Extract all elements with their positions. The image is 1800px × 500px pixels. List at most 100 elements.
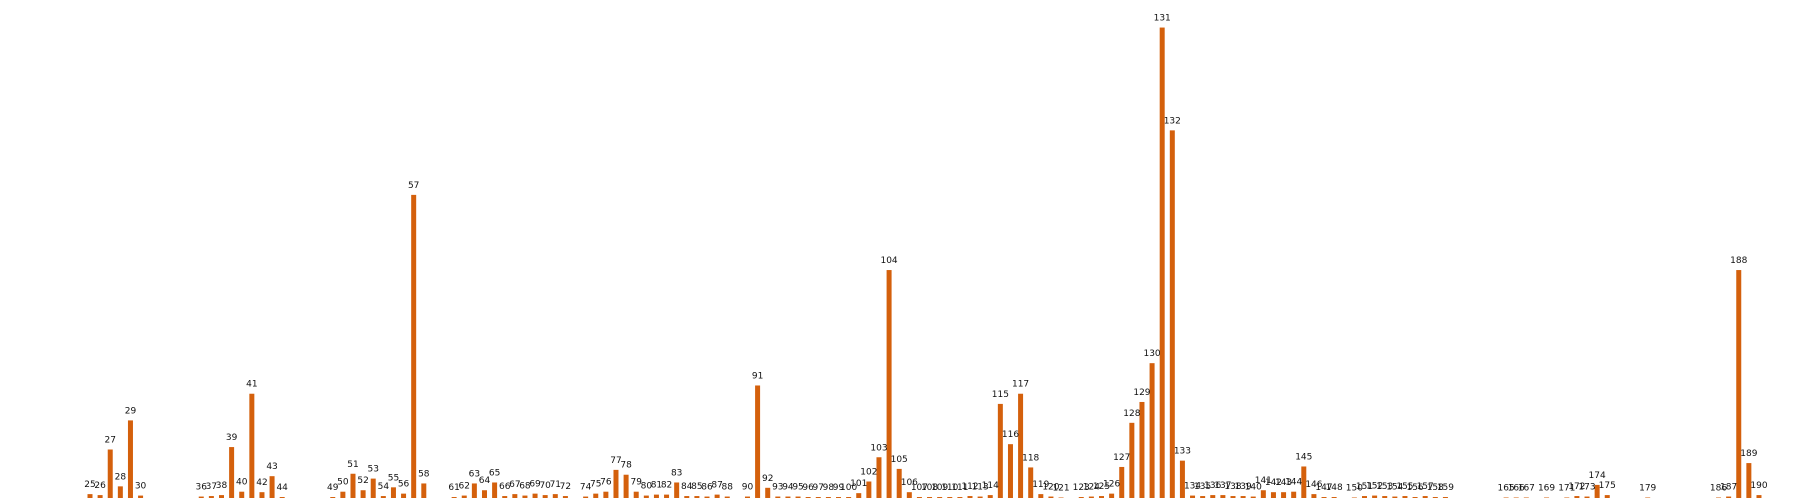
- bar-66: [502, 496, 508, 498]
- bar-131: [1159, 27, 1165, 499]
- bar-label-124: 124: [1083, 483, 1100, 493]
- bar-label-119: 119: [1032, 480, 1049, 490]
- bar-label-167: 167: [1518, 484, 1535, 494]
- bar-172: [1574, 496, 1580, 498]
- bar-145: [1301, 466, 1307, 498]
- bar-139: [1240, 496, 1246, 498]
- bar-label-91: 91: [752, 371, 763, 381]
- bar-110: [947, 497, 953, 498]
- bar-151: [1361, 496, 1367, 498]
- bar-label-80: 80: [641, 482, 653, 492]
- bar-29: [127, 420, 133, 498]
- bar-label-133: 133: [1174, 447, 1191, 457]
- bar-96: [805, 497, 811, 498]
- bar-118: [1028, 467, 1034, 498]
- bar-114: [987, 495, 993, 498]
- bar-label-83: 83: [671, 468, 682, 478]
- bar-label-58: 58: [418, 469, 430, 479]
- bar-label-54: 54: [378, 482, 390, 492]
- bar-label-82: 82: [661, 481, 672, 491]
- bar-117: [1018, 393, 1024, 498]
- bar-label-144: 144: [1285, 478, 1302, 488]
- bar-label-115: 115: [992, 390, 1009, 400]
- bar-label-56: 56: [398, 480, 410, 490]
- bar-label-72: 72: [560, 482, 571, 492]
- bar-79: [633, 491, 639, 498]
- bar-label-137: 137: [1214, 481, 1231, 491]
- bar-label-52: 52: [357, 476, 368, 486]
- bar-133: [1179, 460, 1185, 498]
- bar-83: [674, 482, 680, 498]
- bar-91: [755, 385, 761, 498]
- bar-156: [1412, 497, 1418, 498]
- bar-label-36: 36: [196, 483, 208, 493]
- bar-label-86: 86: [701, 483, 713, 493]
- bar-label-147: 147: [1315, 483, 1332, 493]
- bar-label-99: 99: [833, 483, 845, 493]
- bar-label-30: 30: [135, 482, 147, 492]
- bar-57: [411, 194, 417, 499]
- bar-label-64: 64: [479, 476, 491, 486]
- bar-label-87: 87: [711, 481, 722, 491]
- bar-label-110: 110: [941, 483, 958, 493]
- bar-144: [1291, 491, 1297, 498]
- bar-136: [1210, 495, 1216, 498]
- bar-label-104: 104: [880, 256, 897, 266]
- bar-label-69: 69: [529, 480, 541, 490]
- bar-72: [562, 496, 568, 498]
- bar-70: [542, 495, 548, 498]
- bar-label-53: 53: [367, 465, 378, 475]
- bar-label-37: 37: [206, 482, 217, 492]
- bar-label-145: 145: [1295, 452, 1312, 462]
- bar-label-155: 155: [1396, 482, 1413, 492]
- bar-label-141: 141: [1255, 476, 1272, 486]
- bar-112: [967, 496, 973, 498]
- bar-147: [1321, 497, 1327, 498]
- bar-label-130: 130: [1143, 349, 1160, 359]
- bar-label-84: 84: [681, 482, 693, 492]
- bar-132: [1169, 130, 1175, 498]
- bar-135: [1200, 496, 1206, 498]
- bar-label-129: 129: [1133, 388, 1150, 398]
- bar-102: [866, 481, 872, 498]
- bar-97: [815, 497, 821, 498]
- bar-85: [694, 496, 700, 498]
- bar-label-159: 159: [1437, 483, 1454, 493]
- bar-120: [1048, 496, 1054, 498]
- bar-label-109: 109: [931, 483, 948, 493]
- bar-label-166: 166: [1508, 484, 1525, 494]
- bar-71: [552, 494, 558, 498]
- bar-124: [1088, 496, 1094, 498]
- bar-38: [219, 495, 224, 498]
- bar-129: [1139, 401, 1145, 498]
- bar-94: [785, 496, 791, 498]
- bar-175: [1604, 495, 1610, 498]
- bar-39: [229, 447, 235, 498]
- bar-123: [1078, 497, 1084, 498]
- bar-label-105: 105: [891, 455, 908, 465]
- bar-label-169: 169: [1538, 484, 1555, 494]
- bar-148: [1331, 497, 1337, 498]
- bar-label-187: 187: [1720, 483, 1737, 493]
- bar-93: [775, 496, 781, 498]
- bars-group: [87, 27, 1762, 499]
- bar-label-75: 75: [590, 480, 601, 490]
- bar-157: [1422, 496, 1428, 498]
- bar-152: [1372, 495, 1378, 498]
- bar-label-43: 43: [266, 462, 277, 472]
- bar-label-38: 38: [216, 481, 228, 491]
- bar-label-118: 118: [1022, 453, 1039, 463]
- bar-130: [1149, 363, 1155, 498]
- bar-label-153: 153: [1376, 482, 1393, 492]
- bar-41: [249, 393, 255, 498]
- bar-137: [1220, 495, 1226, 498]
- bar-27: [107, 449, 113, 498]
- bar-label-88: 88: [722, 483, 734, 493]
- bar-50: [340, 491, 346, 498]
- bar-label-125: 125: [1093, 482, 1110, 492]
- bar-103: [876, 457, 882, 498]
- bar-label-25: 25: [84, 480, 95, 490]
- bar-138: [1230, 496, 1236, 498]
- bar-111: [957, 497, 963, 498]
- bar-label-173: 173: [1578, 483, 1595, 493]
